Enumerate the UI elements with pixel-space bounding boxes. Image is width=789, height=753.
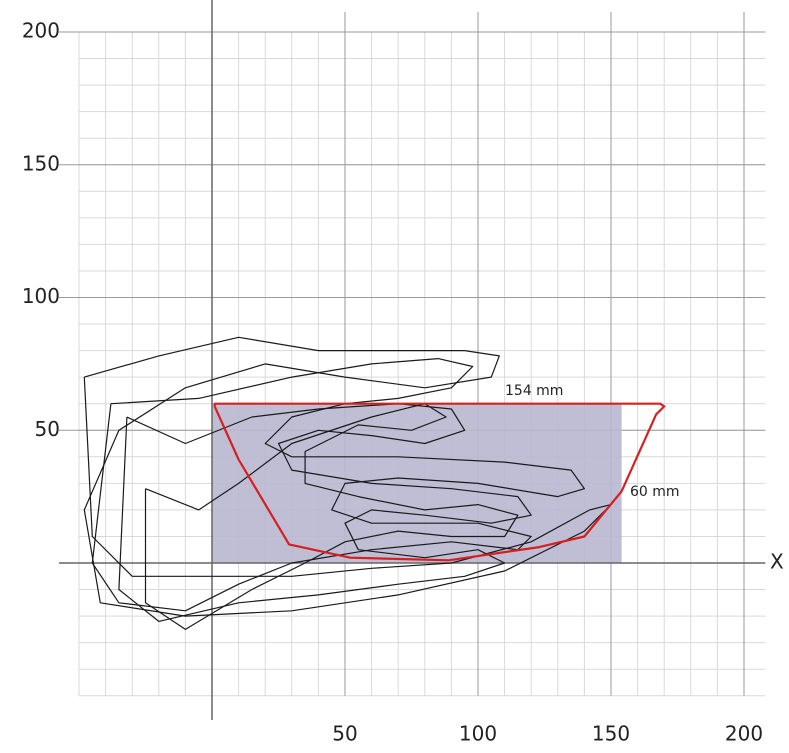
y-tick-label: 50: [35, 417, 60, 441]
trace: [118, 403, 532, 622]
x-tick-label: 200: [725, 722, 763, 746]
trace: [91, 358, 585, 612]
y-tick-label: 100: [22, 284, 60, 308]
x-tick-label: 150: [592, 722, 630, 746]
x-axis-label: X: [770, 550, 784, 574]
y-tick-label: 200: [22, 19, 60, 43]
trace: [83, 336, 612, 617]
outline: [213, 402, 666, 562]
annotation: 60 mm: [630, 484, 680, 500]
annotation: 154 mm: [505, 383, 563, 399]
trace: [144, 403, 519, 630]
x-tick-label: 50: [332, 722, 357, 746]
y-tick-label: 150: [22, 151, 60, 175]
region: [212, 403, 622, 563]
x-tick-label: 100: [459, 722, 497, 746]
